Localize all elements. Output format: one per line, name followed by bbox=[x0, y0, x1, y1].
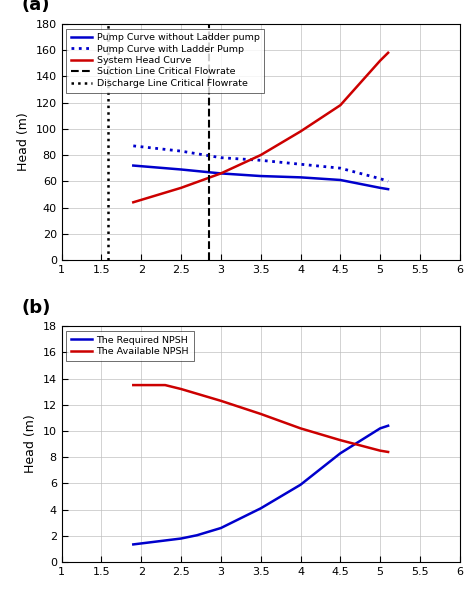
Legend: Pump Curve without Ladder pump, Pump Curve with Ladder Pump, System Head Curve, : Pump Curve without Ladder pump, Pump Cur… bbox=[66, 29, 264, 93]
The Available NPSH bbox=[130, 382, 136, 389]
Discharge Line Critical Flowrate bbox=[105, 255, 110, 263]
The Available NPSH bbox=[258, 410, 264, 417]
The Required NPSH bbox=[178, 535, 184, 542]
The Required NPSH bbox=[194, 532, 200, 539]
System Head Curve bbox=[337, 102, 343, 109]
The Required NPSH bbox=[130, 541, 136, 548]
System Head Curve bbox=[178, 184, 184, 191]
Pump Curve without Ladder pump bbox=[337, 176, 343, 184]
The Required NPSH bbox=[377, 425, 383, 432]
Line: The Available NPSH: The Available NPSH bbox=[133, 385, 388, 452]
Line: Pump Curve with Ladder Pump: Pump Curve with Ladder Pump bbox=[133, 146, 388, 181]
Pump Curve with Ladder Pump bbox=[130, 142, 136, 150]
Pump Curve with Ladder Pump bbox=[385, 178, 391, 185]
The Available NPSH bbox=[218, 397, 224, 404]
Y-axis label: Head (m): Head (m) bbox=[24, 415, 37, 474]
The Required NPSH bbox=[385, 422, 391, 429]
System Head Curve bbox=[258, 151, 264, 158]
Suction Line Critical Flowrate bbox=[206, 257, 212, 264]
The Required NPSH bbox=[337, 450, 343, 457]
Legend: The Required NPSH, The Available NPSH: The Required NPSH, The Available NPSH bbox=[66, 331, 194, 361]
Text: (b): (b) bbox=[22, 298, 51, 316]
Discharge Line Critical Flowrate bbox=[105, 257, 110, 264]
Pump Curve with Ladder Pump bbox=[218, 154, 224, 161]
The Required NPSH bbox=[298, 481, 303, 489]
System Head Curve bbox=[377, 57, 383, 64]
Pump Curve without Ladder pump bbox=[178, 166, 184, 173]
System Head Curve bbox=[385, 49, 391, 56]
The Available NPSH bbox=[162, 382, 168, 389]
The Available NPSH bbox=[178, 386, 184, 393]
The Available NPSH bbox=[298, 425, 303, 432]
Text: (a): (a) bbox=[22, 0, 50, 14]
Suction Line Critical Flowrate bbox=[206, 255, 212, 263]
Pump Curve with Ladder Pump bbox=[258, 157, 264, 164]
Pump Curve without Ladder pump bbox=[385, 185, 391, 193]
Pump Curve without Ladder pump bbox=[377, 184, 383, 191]
System Head Curve bbox=[218, 170, 224, 177]
Pump Curve with Ladder Pump bbox=[377, 175, 383, 182]
Pump Curve with Ladder Pump bbox=[298, 161, 303, 168]
Pump Curve without Ladder pump bbox=[258, 172, 264, 179]
System Head Curve bbox=[130, 199, 136, 206]
Pump Curve without Ladder pump bbox=[130, 162, 136, 169]
Pump Curve without Ladder pump bbox=[298, 174, 303, 181]
Line: System Head Curve: System Head Curve bbox=[133, 53, 388, 202]
The Required NPSH bbox=[258, 505, 264, 512]
Line: The Required NPSH: The Required NPSH bbox=[133, 426, 388, 544]
Pump Curve with Ladder Pump bbox=[178, 148, 184, 155]
Pump Curve with Ladder Pump bbox=[337, 164, 343, 172]
Pump Curve without Ladder pump bbox=[218, 170, 224, 177]
Line: Pump Curve without Ladder pump: Pump Curve without Ladder pump bbox=[133, 166, 388, 189]
The Available NPSH bbox=[377, 447, 383, 454]
Y-axis label: Head (m): Head (m) bbox=[17, 112, 30, 171]
The Available NPSH bbox=[385, 448, 391, 456]
The Available NPSH bbox=[337, 437, 343, 444]
System Head Curve bbox=[298, 128, 303, 135]
The Required NPSH bbox=[218, 524, 224, 532]
